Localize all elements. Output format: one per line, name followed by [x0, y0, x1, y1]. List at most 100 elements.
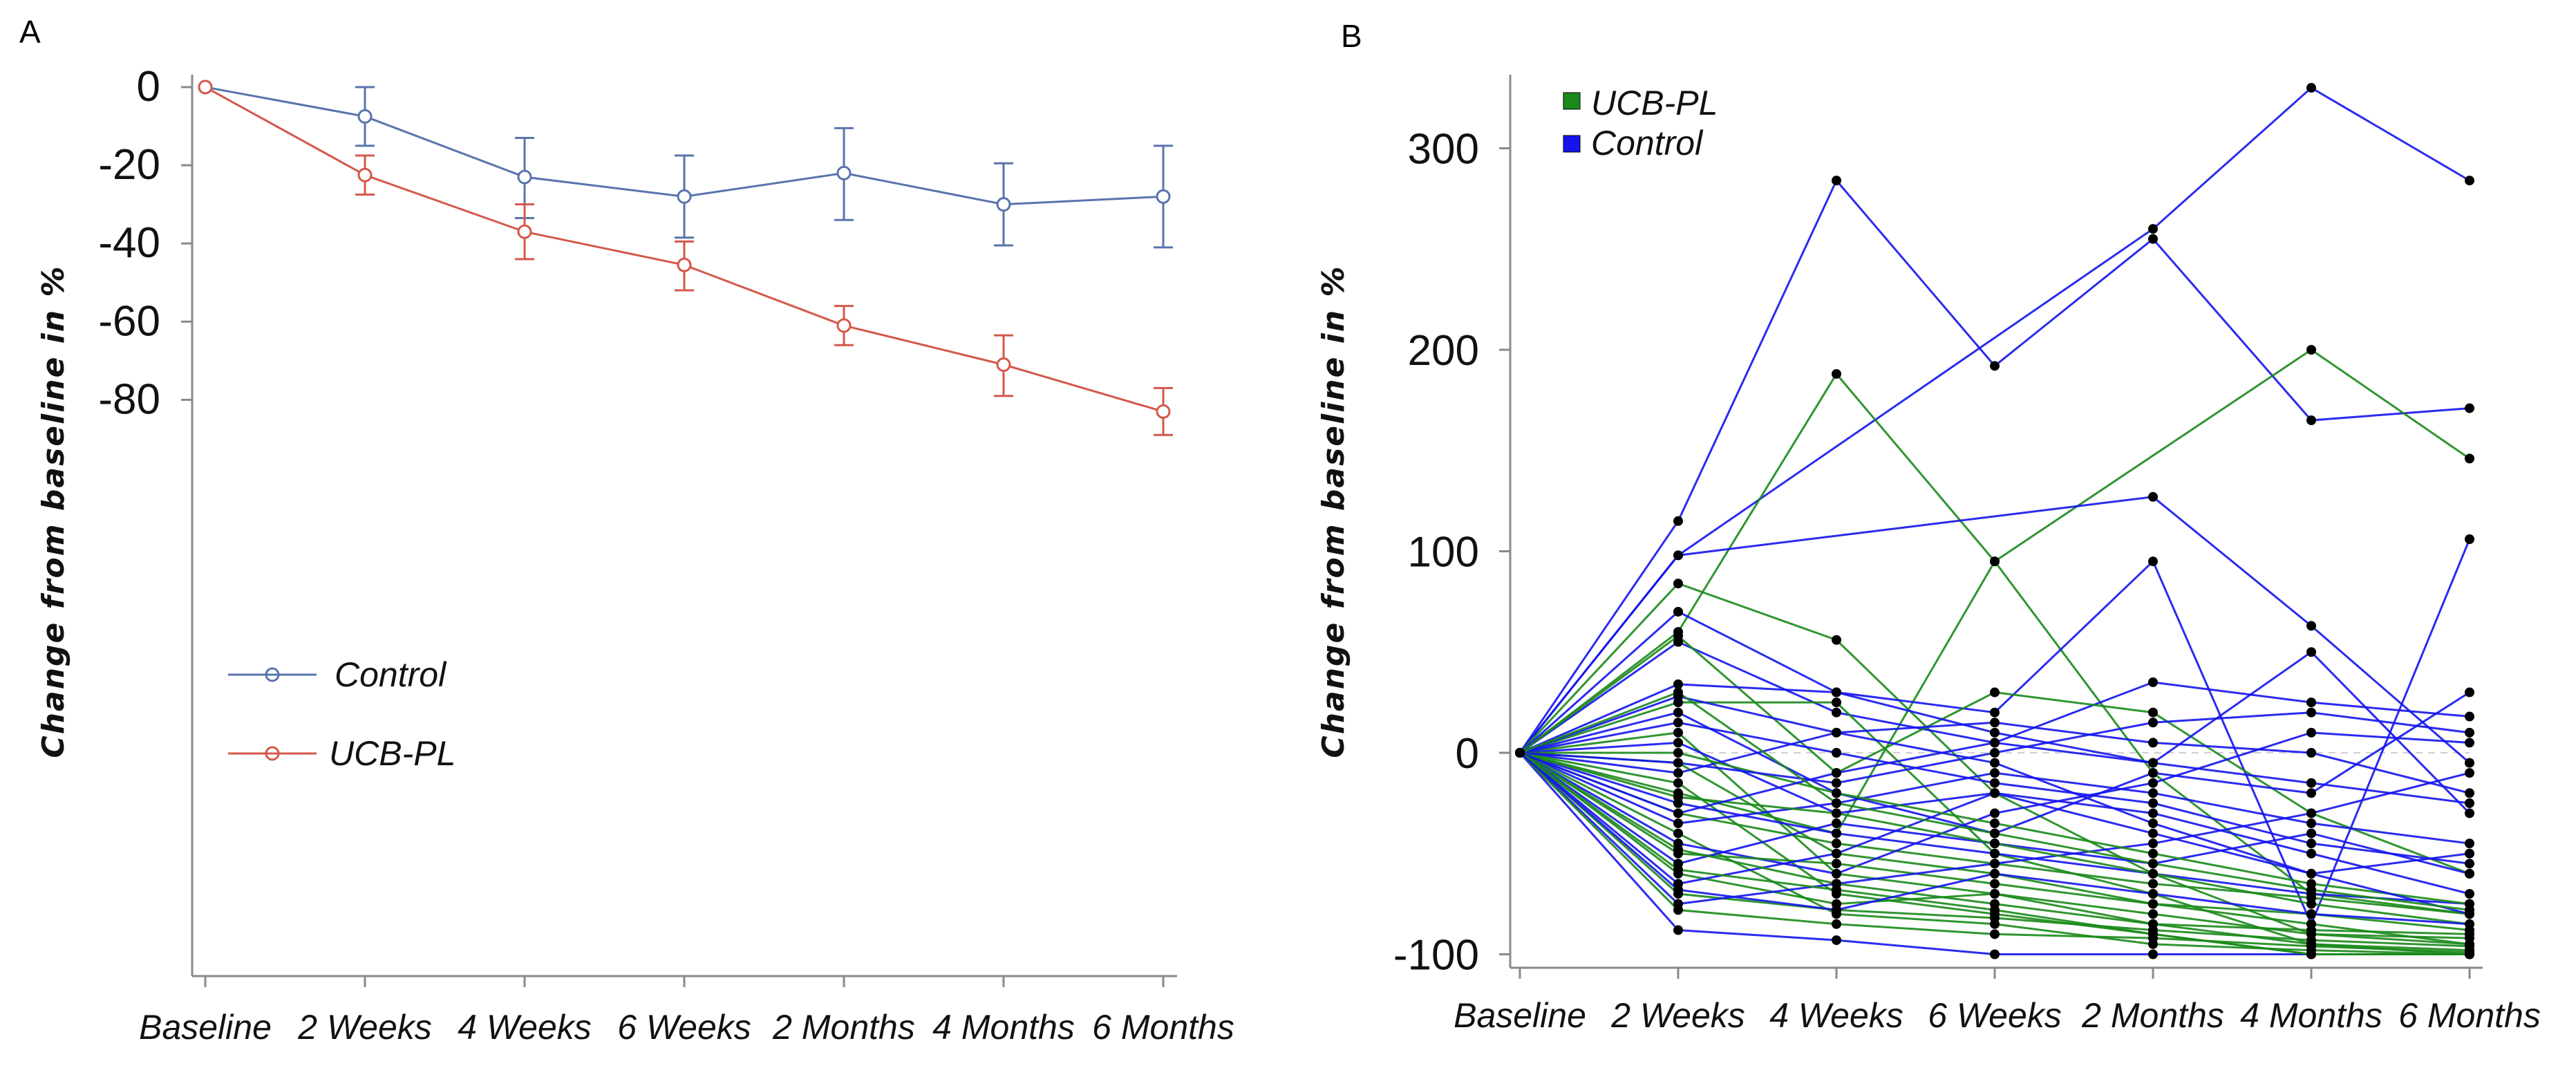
panel-a-x-tick-label-baseline: Baseline: [139, 1008, 272, 1047]
subject-point-control: [2465, 889, 2474, 899]
legend-label-ucb-pl: UCB-PL: [329, 734, 455, 773]
subject-point-ucb-pl: [1832, 839, 1841, 849]
subject-point-control: [2306, 415, 2316, 426]
subject-point-control: [2465, 738, 2474, 748]
subject-point-ucb-pl: [2148, 929, 2158, 939]
panel-a-x-tick-label-4-weeks: 4 Weeks: [458, 1008, 592, 1047]
subject-point-control: [1673, 808, 1683, 818]
data-point-ucb-pl: [517, 224, 532, 239]
subject-point-control: [1673, 818, 1683, 829]
panel-b-y-axis-title: Change from baseline in %: [1316, 265, 1351, 758]
panel-a-y-tick-label: -40: [98, 219, 160, 267]
subject-point-control: [1673, 606, 1683, 617]
subject-point-control: [1990, 718, 2000, 728]
panel-a-y-axis-title: Change from baseline in %: [36, 265, 71, 758]
data-point-control: [677, 189, 692, 204]
panel-b-y-tick-label: 200: [1408, 327, 1479, 375]
subject-point-ucb-pl: [2148, 707, 2158, 718]
subject-point-control: [2306, 778, 2316, 788]
subject-point-control: [2306, 83, 2316, 93]
data-point-ucb-pl: [1156, 404, 1171, 419]
panel-b-x-tick-label-6-months: 6 Months: [2398, 996, 2541, 1035]
subject-point-control: [2148, 778, 2158, 788]
subject-point-control: [1673, 885, 1683, 895]
panel-a-y-tick-label: -20: [98, 141, 160, 189]
subject-point-ucb-pl: [2306, 941, 2316, 951]
legend-marker-ucb-pl: [265, 746, 280, 761]
subject-point-ucb-pl: [2465, 453, 2474, 464]
subject-point-control: [1990, 727, 2000, 738]
subject-point-ucb-pl: [1832, 788, 1841, 798]
subject-point-ucb-pl: [2306, 899, 2316, 909]
subject-point-ucb-pl: [1832, 808, 1841, 818]
panel-a-y-tick-label: -60: [98, 297, 160, 345]
subject-point-control: [1832, 905, 1841, 915]
subject-point-control: [2306, 818, 2316, 829]
subject-point-control: [1832, 687, 1841, 697]
subject-point-control: [2148, 677, 2158, 687]
subject-point-control: [2306, 839, 2316, 849]
subject-point-control: [1832, 935, 1841, 946]
subject-point-control: [2148, 839, 2158, 849]
panel-a-x-tick-label-2-months: 2 Months: [772, 1008, 915, 1047]
subject-point-ucb-pl: [1990, 556, 2000, 567]
panel-a-x-tick-label-6-weeks: 6 Weeks: [617, 1008, 751, 1047]
subject-point-control: [2465, 919, 2474, 929]
subject-point-ucb-pl: [2306, 885, 2316, 895]
subject-point-ucb-pl: [1673, 865, 1683, 875]
subject-point-ucb-pl: [2306, 949, 2316, 959]
subject-point-control: [2148, 234, 2158, 244]
panel-b-x-tick-label-2-months: 2 Months: [2081, 996, 2224, 1035]
subject-point-control: [2465, 859, 2474, 869]
subject-point-control: [2148, 758, 2158, 768]
subject-point-control: [2465, 768, 2474, 778]
subject-point-control: [2465, 839, 2474, 849]
subject-line-ucb-pl: [1519, 348, 2470, 754]
subject-point-control: [2306, 788, 2316, 798]
subject-point-control: [2148, 718, 2158, 728]
subject-point-control: [2148, 949, 2158, 959]
subject-point-ucb-pl: [1673, 792, 1683, 803]
subject-point-control: [2148, 224, 2158, 234]
panel-a-x-tick-label-4-months: 4 Months: [932, 1008, 1075, 1047]
subject-point-control: [1990, 748, 2000, 758]
subject-point-control: [1990, 768, 2000, 778]
subject-point-control: [1673, 925, 1683, 935]
subject-point-control: [1832, 828, 1841, 839]
data-point-ucb-pl: [677, 257, 692, 272]
subject-point-control: [2148, 798, 2158, 808]
subject-point-ucb-pl: [2148, 919, 2158, 929]
subject-point-control: [2148, 556, 2158, 567]
subject-point-ucb-pl: [2306, 925, 2316, 935]
data-point-control: [996, 197, 1011, 212]
subject-point-ucb-pl: [1832, 919, 1841, 929]
panel-b-x-tick-label-6-weeks: 6 Weeks: [1928, 996, 2062, 1035]
subject-point-control: [2148, 889, 2158, 899]
subject-point-control: [1990, 848, 2000, 859]
subject-point-ucb-pl: [2465, 929, 2474, 939]
subject-point-control: [2148, 788, 2158, 798]
subject-point-ucb-pl: [2465, 949, 2474, 959]
subject-point-control: [2148, 491, 2158, 502]
legend-label-control: Control: [335, 655, 447, 694]
subject-point-control: [1832, 768, 1841, 778]
subject-point-ucb-pl: [1832, 885, 1841, 895]
subject-point-control: [2465, 687, 2474, 697]
subject-point-control: [1990, 808, 2000, 818]
subject-point-ucb-pl: [1673, 687, 1683, 697]
subject-point-ucb-pl: [1832, 697, 1841, 708]
legend-marker-control: [265, 667, 280, 682]
subject-point-ucb-pl: [2465, 905, 2474, 915]
subject-point-ucb-pl: [1673, 630, 1683, 641]
subject-point-control: [2148, 738, 2158, 748]
panel-b-y-tick-label: 0: [1456, 730, 1479, 778]
subject-point-ucb-pl: [1673, 579, 1683, 589]
subject-point-control: [2306, 727, 2316, 738]
subject-point-control: [2148, 808, 2158, 818]
subject-point-control: [1832, 868, 1841, 879]
panel-b-y-tick-label: -100: [1393, 932, 1479, 980]
panel-b-x-tick-label-2-weeks: 2 Weeks: [1610, 996, 1745, 1035]
panel-a-legend: Control UCB-PL: [228, 655, 455, 773]
subject-point-ucb-pl: [2148, 859, 2158, 869]
